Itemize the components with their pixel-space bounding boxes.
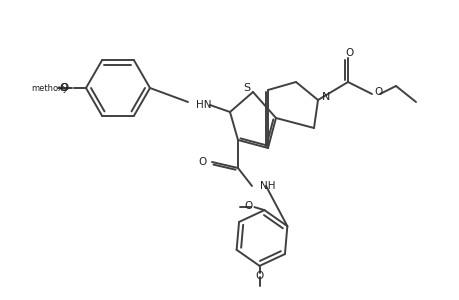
Text: O: O [60,83,68,93]
Text: O: O [345,48,353,58]
Text: O: O [198,157,207,167]
Text: O: O [255,271,263,281]
Text: O: O [61,83,69,93]
Text: S: S [243,83,250,93]
Text: N: N [321,92,330,102]
Text: NH: NH [259,181,275,191]
Text: methoxy: methoxy [32,83,68,92]
Text: O: O [373,87,381,97]
Text: O: O [244,201,252,211]
Text: HN: HN [196,100,211,110]
